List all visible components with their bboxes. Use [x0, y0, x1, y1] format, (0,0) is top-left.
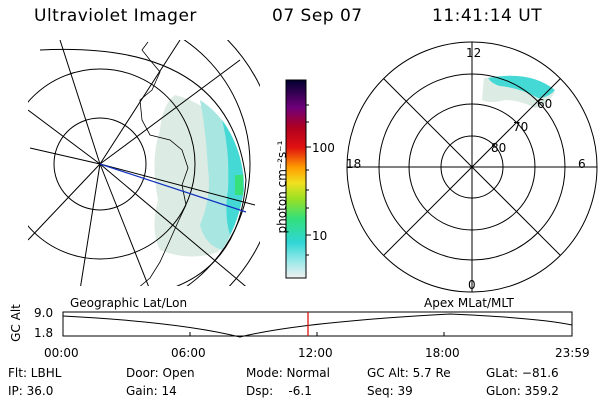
altitude-ytick-high: 9.0 [34, 306, 54, 320]
geo-longitude-value: GLon: 359.2 [486, 384, 559, 398]
time-tick-1800: 18:00 [425, 346, 460, 360]
dsp-value: Dsp: -6.1 [246, 384, 312, 398]
polar-mlt-plot [346, 41, 598, 293]
orbit-track [99, 163, 247, 213]
time-tick-1200: 12:00 [298, 346, 333, 360]
ip-value: IP: 36.0 [8, 384, 54, 398]
gain-value: Gain: 14 [126, 384, 177, 398]
time-tick-0000: 00:00 [44, 346, 79, 360]
geo-latitude-value: GLat: −81.6 [486, 366, 559, 380]
mlat-label-80: 80 [491, 141, 507, 155]
geographic-caption: Geographic Lat/Lon [70, 296, 188, 310]
mlat-label-60: 60 [537, 97, 553, 111]
coastline [139, 59, 189, 286]
colorbar-unit-label: photon cm⁻²s⁻¹ [275, 140, 289, 234]
mlt-label-18: 18 [346, 157, 362, 171]
gc-altitude-value: GC Alt: 5.7 Re [367, 366, 451, 380]
altitude-curve [62, 313, 573, 338]
time-tick-0600: 06:00 [171, 346, 206, 360]
door-status: Door: Open [126, 366, 195, 380]
filter-value: Flt: LBHL [8, 366, 62, 380]
mlt-label-0: 0 [468, 278, 476, 292]
colorbar-tick-10: 10 [312, 229, 328, 243]
altitude-plot [62, 311, 573, 338]
app-title: Ultraviolet Imager [34, 6, 197, 26]
mlat-label-70: 70 [513, 120, 529, 134]
altitude-ylabel: GC Alt [9, 304, 23, 342]
geographic-map [28, 40, 260, 286]
image-date: 07 Sep 07 [272, 6, 363, 26]
time-tick-2359: 23:59 [555, 346, 590, 360]
mode-value: Mode: Normal [246, 366, 330, 380]
color-scale [285, 79, 311, 279]
mlt-label-12: 12 [466, 46, 482, 60]
apex-caption: Apex MLat/MLT [424, 296, 514, 310]
colorbar-tick-100: 100 [312, 141, 335, 155]
mlt-label-6: 6 [578, 157, 586, 171]
sequence-value: Seq: 39 [367, 384, 413, 398]
altitude-ytick-low: 1.8 [34, 326, 54, 340]
image-time: 11:41:14 UT [432, 6, 543, 26]
